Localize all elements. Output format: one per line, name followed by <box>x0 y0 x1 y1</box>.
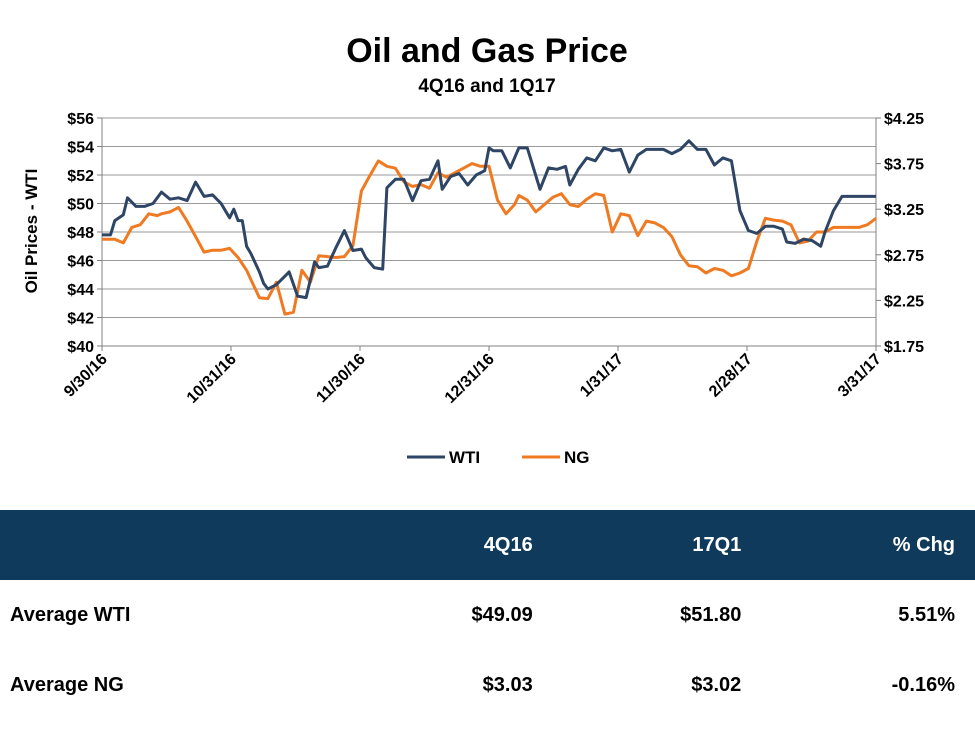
x-tick-label: 9/30/16 <box>61 351 111 401</box>
y-tick-label-right: $2.75 <box>884 248 924 265</box>
y-tick-label-left: $50 <box>67 197 94 214</box>
y-axis-title-left: Oil Prices - WTI <box>22 169 41 294</box>
value-pct-chg: 5.51% <box>898 603 955 626</box>
value-pct-chg: -0.16% <box>891 673 955 696</box>
value-4q16: $49.09 <box>471 603 533 626</box>
row-label: Average NG <box>10 673 124 696</box>
y-tick-label-right: $3.75 <box>884 157 924 174</box>
table-row-avg-ng: Average NG $3.03 $3.02 -0.16% <box>0 650 975 720</box>
x-tick-label: 2/28/17 <box>706 351 756 401</box>
x-tick-label: 11/30/16 <box>313 351 369 407</box>
header-4q16: 4Q16 <box>344 510 553 580</box>
value-17q1: $51.80 <box>680 603 742 626</box>
legend-label-ng: NG <box>564 448 590 467</box>
series-line-ng <box>102 159 877 316</box>
y-tick-label-left: $40 <box>67 339 94 356</box>
x-tick-label: 10/31/16 <box>184 351 240 407</box>
legend-label-wti: WTI <box>449 448 480 467</box>
axes <box>97 117 881 351</box>
oil-gas-price-chart: Oil and Gas Price 4Q16 and 1Q17 $40$42$4… <box>22 32 924 467</box>
row-label: Average WTI <box>10 603 131 626</box>
header-label-cell <box>0 510 345 580</box>
tick-labels: $40 $42 $44 $46 $48 $50 $52 $54 $56 $1.75 $2.25 $2.… <box>61 111 924 407</box>
series-line-wti <box>102 139 876 300</box>
header-17q1: 17Q1 <box>552 510 762 580</box>
y-tick-label-left: $48 <box>67 225 94 242</box>
value-4q16: $3.03 <box>482 673 533 696</box>
x-tick-label: 12/31/16 <box>442 351 498 407</box>
y-tick-label-right: $3.25 <box>884 202 924 219</box>
value-17q1: $3.02 <box>691 673 742 696</box>
table-row-avg-wti: Average WTI $49.09 $51.80 5.51% <box>0 580 975 650</box>
y-tick-label-left: $54 <box>67 140 94 157</box>
table-header-row: 4Q16 17Q1 % Chg <box>0 510 975 580</box>
y-tick-label-left: $42 <box>67 311 94 328</box>
chart-subtitle: 4Q16 and 1Q17 <box>418 76 555 97</box>
chart-title: Oil and Gas Price <box>346 32 628 70</box>
gridlines <box>102 117 876 347</box>
y-tick-label-left: $52 <box>67 168 94 185</box>
y-tick-label-left: $56 <box>67 111 94 128</box>
x-tick-label: 1/31/17 <box>577 351 627 401</box>
y-tick-label-left: $46 <box>67 254 94 271</box>
summary-table: 4Q16 17Q1 % Chg Average WTI $49.09 $51.8… <box>0 510 975 720</box>
y-tick-label-right: $2.25 <box>884 293 924 310</box>
y-tick-label-right: $4.25 <box>884 111 924 128</box>
y-tick-label-right: $1.75 <box>884 339 924 356</box>
x-tick-label: 3/31/17 <box>835 351 885 401</box>
series-lines <box>102 139 877 316</box>
y-tick-label-left: $44 <box>67 282 94 299</box>
header-pct-chg: % Chg <box>761 510 975 580</box>
legend: WTI NG <box>407 448 590 467</box>
